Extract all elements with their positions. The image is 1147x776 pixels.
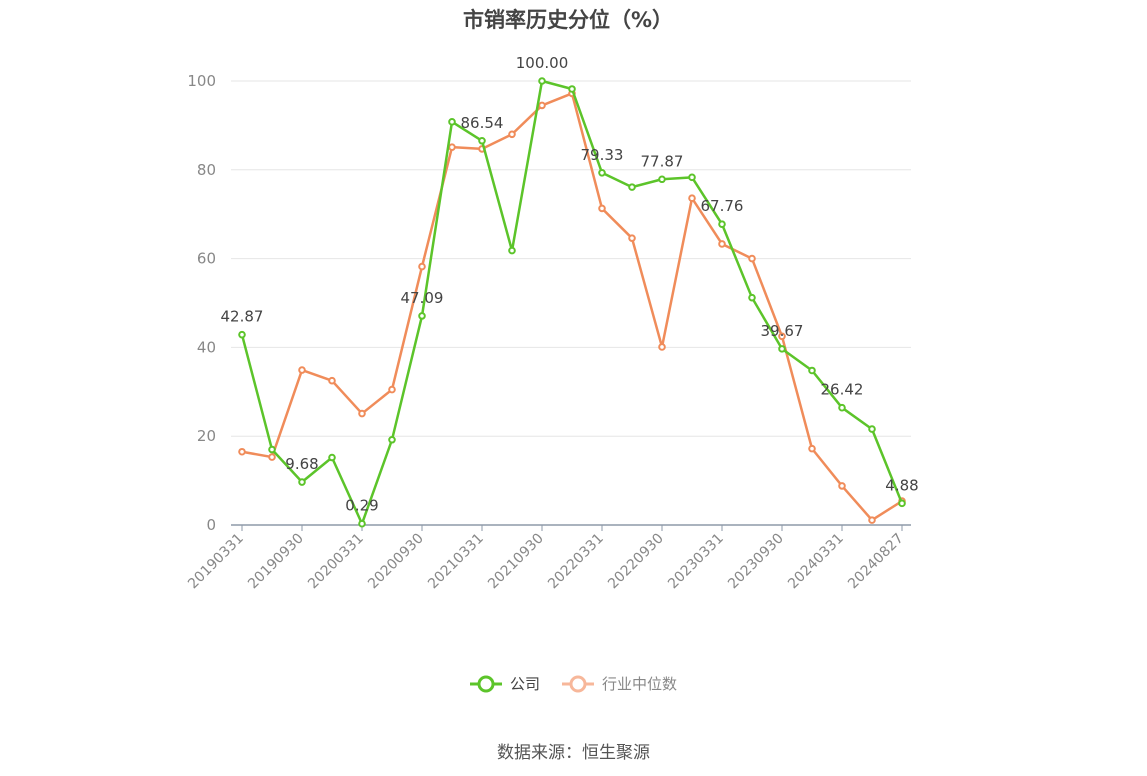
data-label: 86.54 [461,114,504,132]
x-tick-label: 20230930 [725,531,787,593]
legend-item-industry[interactable]: 行业中位数 [562,673,677,694]
series-line-0 [240,79,904,525]
data-point [808,444,816,453]
legend-company-marker [470,675,502,692]
data-point [328,453,336,462]
data-point [448,143,456,151]
data-label: 0.29 [345,497,378,515]
data-point [268,445,276,454]
chart-title: 市销率历史分位（%） [462,8,674,32]
data-point [868,425,876,433]
source-note: 数据来源：恒生聚源 [497,743,650,763]
data-point [478,136,486,145]
data-point [538,101,546,110]
data-label: 9.68 [285,455,318,473]
y-tick-label: 40 [197,338,216,356]
data-point [778,332,786,341]
data-point [508,130,516,139]
data-point [388,435,396,444]
data-point [898,499,906,508]
legend-item-company[interactable]: 公司 [470,673,540,694]
data-point [298,366,306,374]
data-label: 47.09 [401,289,444,307]
x-tick-label: 20210930 [485,531,547,593]
data-point [598,168,606,177]
x-tick-label: 20220331 [545,531,607,593]
x-tick-label: 20200930 [365,531,427,593]
data-point [538,77,546,85]
data-point [688,173,696,182]
data-point [388,385,396,394]
data-point [418,262,426,271]
data-point [568,85,576,93]
x-tick-label: 20210331 [425,531,487,593]
data-point [808,366,816,375]
data-point [508,246,516,255]
data-label: 4.88 [885,476,918,494]
data-point [658,343,666,351]
legend-industry-label: 行业中位数 [602,675,678,693]
data-point [448,118,456,126]
data-label: 67.76 [701,197,744,215]
data-point [328,376,336,385]
x-tick-label: 20200331 [305,531,367,593]
x-tick-label: 20240331 [785,531,847,593]
data-label: 42.87 [221,308,264,326]
y-tick-label: 100 [187,72,216,90]
data-point [748,254,756,263]
data-point [718,220,726,228]
data-point [598,204,606,213]
data-point [838,403,846,412]
data-label: 79.33 [581,146,624,164]
data-point [238,447,246,456]
data-label: 77.87 [641,152,684,170]
data-point [358,409,366,418]
data-point [268,453,276,461]
data-point [298,478,306,486]
x-tick-label: 20220930 [605,531,667,593]
x-tick-label: 20230331 [665,531,727,593]
data-point [718,240,726,248]
y-tick-label: 80 [197,161,216,179]
data-point [778,345,786,353]
data-point [238,330,246,339]
series-line-1 [241,92,903,522]
data-point [838,482,846,490]
y-tick-label: 60 [197,250,216,268]
data-point [748,293,756,302]
legend-company-label: 公司 [510,675,541,693]
data-label: 100.00 [516,54,569,72]
data-point [628,183,636,191]
legend-industry-marker [562,675,595,692]
data-point [658,175,666,184]
data-point [358,519,366,528]
x-tick-label: 20190331 [185,531,247,593]
legend: 公司 行业中位数 [470,673,677,694]
data-point [688,194,696,203]
x-tick-label: 20190930 [245,531,307,593]
data-label: 39.67 [761,322,804,340]
data-label: 26.42 [821,381,864,399]
y-tick-label: 0 [206,516,216,534]
y-tick-label: 20 [197,427,216,445]
x-tick-label: 20240827 [845,531,907,593]
data-point [628,234,636,242]
data-point [868,516,876,524]
data-point [418,312,426,320]
